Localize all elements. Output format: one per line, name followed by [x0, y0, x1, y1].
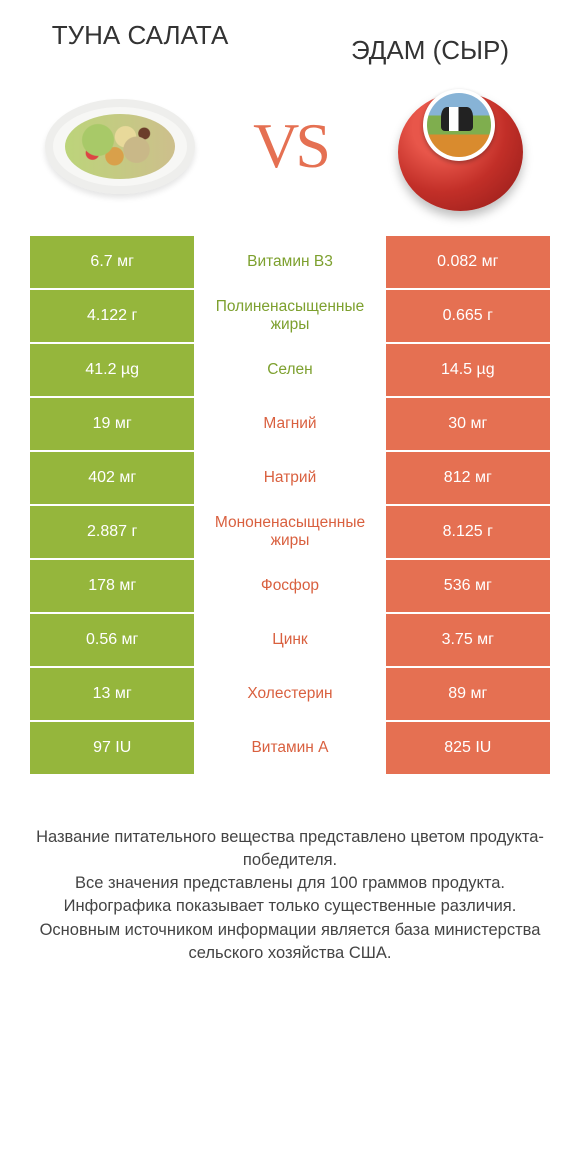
table-row: 6.7 мгВитамин B30.082 мг [30, 236, 550, 290]
right-value-cell: 14.5 µg [386, 344, 550, 398]
nutrient-label-cell: Магний [196, 398, 385, 452]
vs-label: VS [253, 109, 327, 183]
nutrient-label-cell: Витамин A [196, 722, 385, 776]
table-row: 13 мгХолестерин89 мг [30, 668, 550, 722]
footer-line: Основным источником информации является … [30, 919, 550, 965]
right-product-title: ЭДАМ (СЫР) [320, 35, 540, 66]
left-value-cell: 97 IU [30, 722, 196, 776]
footer-line: Инфографика показывает только существенн… [30, 895, 550, 918]
left-value-cell: 13 мг [30, 668, 196, 722]
nutrient-label-cell: Фосфор [196, 560, 385, 614]
right-value-cell: 812 мг [386, 452, 550, 506]
right-value-cell: 825 IU [386, 722, 550, 776]
comparison-table: 6.7 мгВитамин B30.082 мг4.122 гПолиненас… [30, 236, 550, 776]
right-value-cell: 536 мг [386, 560, 550, 614]
left-value-cell: 2.887 г [30, 506, 196, 560]
header-row: ТУНА САЛАТА ЭДАМ (СЫР) [0, 0, 580, 76]
right-value-cell: 0.082 мг [386, 236, 550, 290]
table-row: 41.2 µgСелен14.5 µg [30, 344, 550, 398]
left-value-cell: 178 мг [30, 560, 196, 614]
right-value-cell: 0.665 г [386, 290, 550, 344]
nutrient-label-cell: Холестерин [196, 668, 385, 722]
right-value-cell: 8.125 г [386, 506, 550, 560]
footer-notes: Название питательного вещества представл… [30, 826, 550, 965]
footer-line: Все значения представлены для 100 граммо… [30, 872, 550, 895]
table-row: 178 мгФосфор536 мг [30, 560, 550, 614]
left-value-cell: 41.2 µg [30, 344, 196, 398]
left-value-cell: 402 мг [30, 452, 196, 506]
right-product-image [380, 86, 540, 206]
left-value-cell: 0.56 мг [30, 614, 196, 668]
table-row: 402 мгНатрий812 мг [30, 452, 550, 506]
salad-plate-icon [45, 99, 195, 194]
left-product-image [40, 86, 200, 206]
right-value-cell: 3.75 мг [386, 614, 550, 668]
table-row: 19 мгМагний30 мг [30, 398, 550, 452]
nutrient-label-cell: Селен [196, 344, 385, 398]
right-value-cell: 30 мг [386, 398, 550, 452]
images-row: VS [0, 76, 580, 236]
table-row: 0.56 мгЦинк3.75 мг [30, 614, 550, 668]
table-row: 97 IUВитамин A825 IU [30, 722, 550, 776]
left-value-cell: 19 мг [30, 398, 196, 452]
nutrient-label-cell: Полиненасыщенные жиры [196, 290, 385, 344]
left-product-title: ТУНА САЛАТА [40, 20, 240, 51]
nutrient-label-cell: Цинк [196, 614, 385, 668]
cheese-icon [393, 81, 528, 211]
table-row: 2.887 гМононенасыщенные жиры8.125 г [30, 506, 550, 560]
left-value-cell: 6.7 мг [30, 236, 196, 290]
table-row: 4.122 гПолиненасыщенные жиры0.665 г [30, 290, 550, 344]
right-value-cell: 89 мг [386, 668, 550, 722]
nutrient-label-cell: Мононенасыщенные жиры [196, 506, 385, 560]
nutrient-label-cell: Натрий [196, 452, 385, 506]
nutrient-label-cell: Витамин B3 [196, 236, 385, 290]
left-value-cell: 4.122 г [30, 290, 196, 344]
footer-line: Название питательного вещества представл… [30, 826, 550, 872]
